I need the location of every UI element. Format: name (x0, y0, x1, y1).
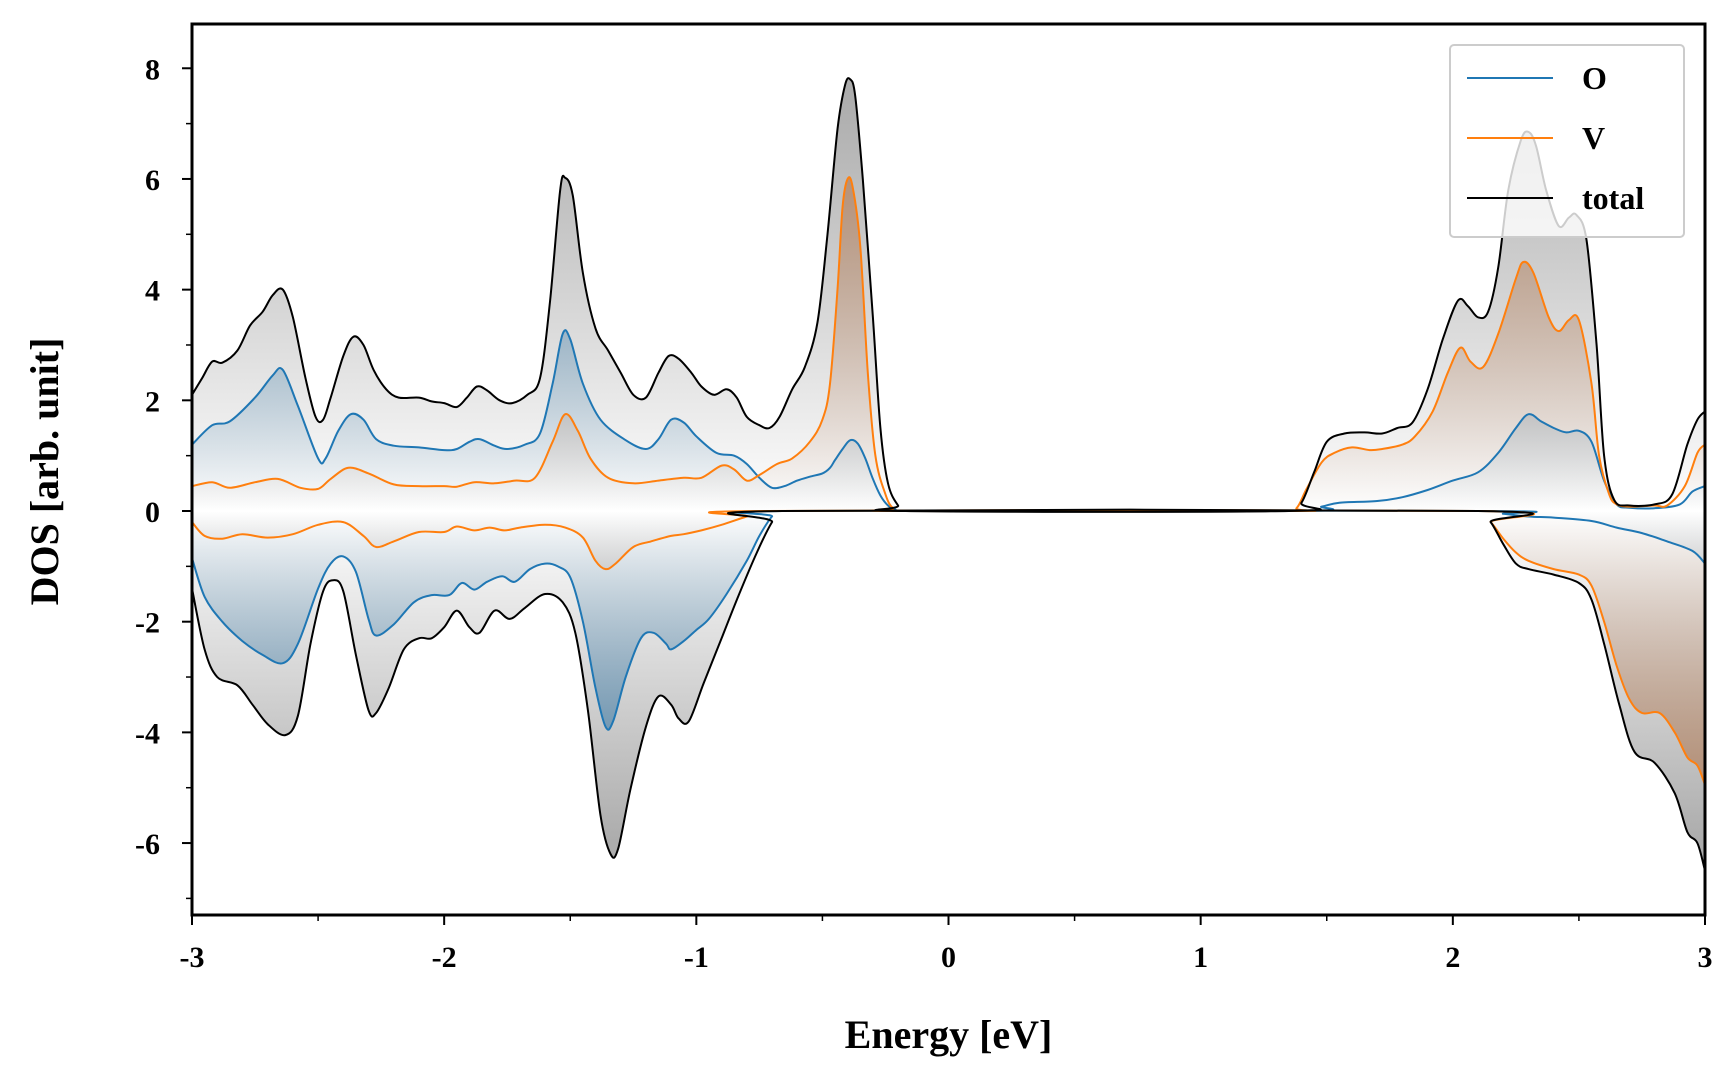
y-tick-label: 0 (145, 496, 160, 529)
axis-tick-labels: -3 -2 -1 0 1 2 3 -6 -4 -2 0 2 4 6 8 (135, 53, 1713, 974)
fill-v-up (192, 177, 1705, 512)
fill-total-down (192, 509, 1705, 871)
line-v-down (191, 508, 1706, 786)
legend-label-total: total (1582, 180, 1644, 216)
x-tick-label: -3 (180, 941, 205, 974)
x-tick-label: 3 (1698, 941, 1713, 974)
x-tick-label: 1 (1193, 941, 1208, 974)
fill-o-down (192, 510, 1705, 730)
fill-v-down (192, 509, 1705, 785)
line-o-down (191, 509, 1706, 731)
line-o-up (191, 329, 1706, 513)
legend-box (1449, 44, 1685, 238)
y-tick-label: -6 (135, 828, 160, 861)
y-tick-label: -2 (135, 607, 160, 640)
line-total-down (191, 508, 1706, 871)
series-lines (191, 77, 1706, 871)
x-axis-label: Energy [eV] (845, 1012, 1053, 1057)
axis-ticks (182, 67, 1706, 925)
y-axis-label: DOS [arb. unit] (22, 338, 67, 606)
x-tick-label: -2 (432, 941, 457, 974)
y-tick-label: 8 (145, 53, 160, 86)
y-tick-label: 2 (145, 385, 160, 418)
legend-label-v: V (1582, 120, 1605, 156)
x-tick-label: 0 (941, 941, 956, 974)
x-tick-label: -1 (684, 941, 709, 974)
y-tick-label: 6 (145, 164, 160, 197)
x-tick-label: 2 (1445, 941, 1460, 974)
line-v-up (191, 176, 1706, 513)
y-tick-label: -4 (135, 717, 160, 750)
legend-label-o: O (1582, 60, 1607, 96)
y-tick-label: 4 (145, 275, 160, 308)
